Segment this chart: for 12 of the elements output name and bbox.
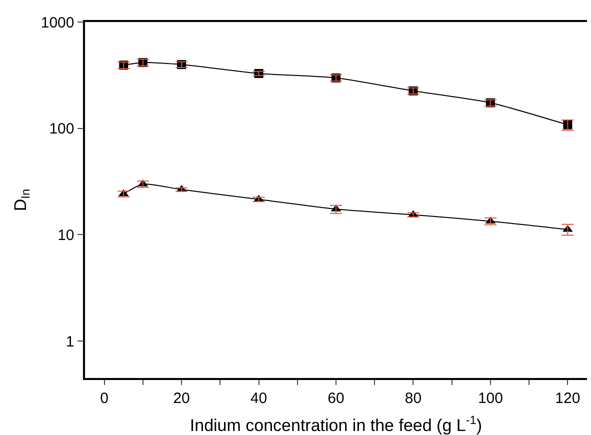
y-tick-label: 1000: [40, 14, 74, 32]
y-tick-label: 1: [66, 333, 74, 350]
x-tick-label: 40: [250, 390, 268, 407]
x-tick-label: 20: [173, 390, 190, 407]
x-tick-label: 80: [404, 390, 422, 407]
x-tick-label: 100: [478, 390, 503, 407]
y-tick-label: 10: [58, 226, 74, 244]
x-tick-label: 0: [100, 390, 108, 407]
x-tick-label: 120: [555, 390, 580, 407]
x-axis-title: Indium concentration in the feed (g L$^{-1}$): [190, 412, 482, 435]
x-tick-label: 60: [328, 390, 344, 407]
y-tick-label: 100: [49, 120, 74, 138]
